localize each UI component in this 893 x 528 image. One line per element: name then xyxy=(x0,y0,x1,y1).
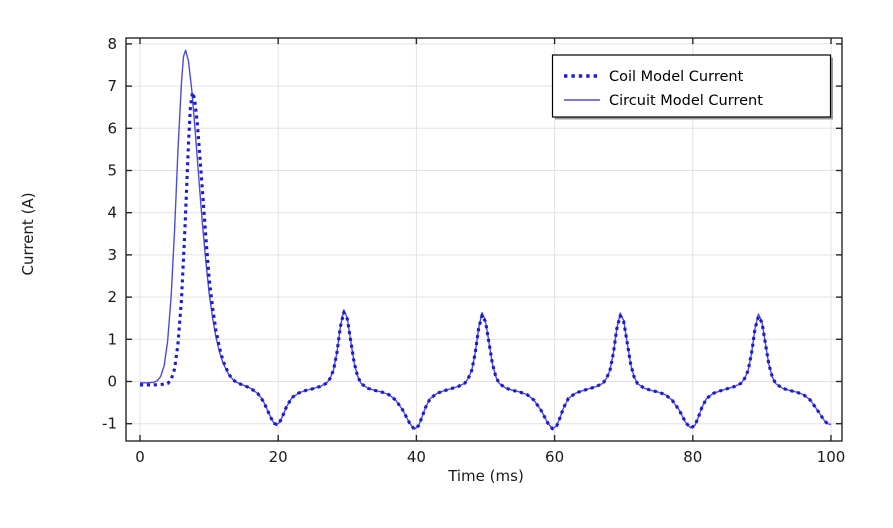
x-axis-title: Time (ms) xyxy=(447,467,524,485)
legend-label-coil-model: Coil Model Current xyxy=(609,69,744,85)
axis-ticks xyxy=(126,38,842,441)
y-tick-label: 8 xyxy=(107,35,117,53)
y-tick-label: 2 xyxy=(107,288,117,306)
plot-frame xyxy=(125,37,843,442)
legend: Coil Model Current Circuit Model Current xyxy=(551,54,833,120)
y-axis-title: Current (A) xyxy=(19,192,37,275)
x-tick-label: 80 xyxy=(683,448,702,466)
y-tick-label: 6 xyxy=(107,119,117,137)
y-tick-label: 1 xyxy=(107,330,117,348)
y-tick-label: 5 xyxy=(107,162,117,180)
y-tick-label: 7 xyxy=(107,77,117,95)
x-tick-label: 100 xyxy=(817,448,846,466)
axis-tick-labels: 0 20 40 60 80 100 -1 0 1 2 3 4 5 6 7 8 xyxy=(102,35,845,466)
y-tick-label: 0 xyxy=(107,373,117,391)
y-tick-label: 4 xyxy=(107,204,117,222)
series-coil-model-current xyxy=(140,90,832,431)
y-tick-label: -1 xyxy=(102,415,117,433)
x-tick-label: 40 xyxy=(407,448,426,466)
x-tick-label: 60 xyxy=(545,448,564,466)
x-tick-label: 0 xyxy=(135,448,145,466)
legend-label-circuit-model: Circuit Model Current xyxy=(609,93,763,109)
legend-box xyxy=(551,54,832,118)
x-tick-label: 20 xyxy=(269,448,288,466)
y-tick-label: 3 xyxy=(107,246,117,264)
data-series xyxy=(140,49,832,431)
